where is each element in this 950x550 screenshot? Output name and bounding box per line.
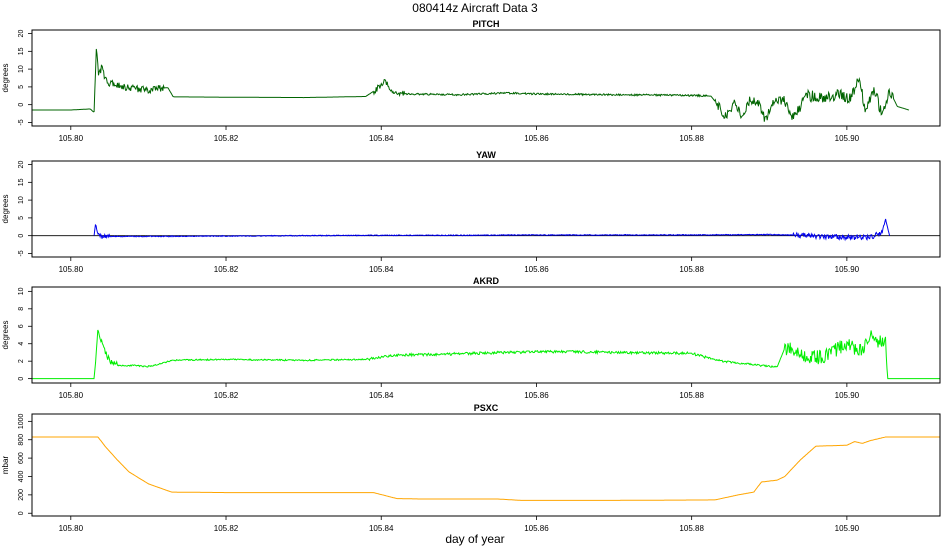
x-tick-label: 105.86	[524, 524, 549, 533]
x-tick-label: 105.90	[835, 391, 860, 400]
y-axis-label: degrees	[1, 195, 10, 224]
plot-frame	[31, 286, 941, 384]
x-tick-label: 105.80	[59, 265, 84, 274]
y-tick-label: 600	[18, 452, 25, 464]
plot-frame	[31, 160, 941, 258]
figure-title: 080414z Aircraft Data 3	[412, 1, 538, 15]
y-tick-label: 1000	[18, 413, 25, 429]
x-tick-label: 105.82	[214, 391, 239, 400]
y-tick-label: 0	[18, 103, 25, 107]
x-tick-label: 105.84	[369, 134, 394, 143]
series-line-yaw	[93, 218, 891, 242]
panel-title: PSXC	[474, 403, 499, 413]
series-line-akrd	[32, 329, 940, 380]
y-tick-label: 200	[18, 489, 25, 501]
chart-panel-psxc: PSXC mbar 0 200 400 600 800 1000 105.80 105.82 105…	[1, 403, 941, 533]
x-tick-label: 105.88	[679, 265, 704, 274]
x-axis-label: day of year	[445, 532, 504, 546]
y-tick-label: 8	[18, 307, 25, 311]
y-tick-label: 10	[18, 287, 25, 295]
series-line-psxc	[32, 436, 940, 501]
x-tick-label: 105.90	[835, 134, 860, 143]
y-tick-label: 400	[18, 471, 25, 483]
y-tick-label: 6	[18, 324, 25, 328]
x-tick-label: 105.88	[679, 134, 704, 143]
chart-panel-akrd: AKRD degrees 0 2 4 6 8 10 105.80 105.82 105.84 105.…	[1, 276, 941, 400]
x-tick-label: 105.80	[59, 134, 84, 143]
x-tick-label: 105.88	[679, 391, 704, 400]
x-tick-label: 105.86	[524, 265, 549, 274]
x-tick-label: 105.86	[524, 134, 549, 143]
y-tick-label: 10	[18, 65, 25, 73]
y-tick-label: -5	[18, 250, 25, 256]
y-tick-label: 15	[18, 47, 25, 55]
y-axis-label: degrees	[1, 321, 10, 350]
chart-panel-pitch: PITCH degrees -5 0 5 10 15 20 105.80 105.82 105.84…	[1, 19, 941, 143]
y-tick-label: 20	[18, 161, 25, 169]
y-axis-label: degrees	[1, 64, 10, 93]
x-tick-label: 105.82	[214, 524, 239, 533]
y-tick-label: 0	[18, 377, 25, 381]
panel-title: PITCH	[473, 19, 500, 29]
x-tick-label: 105.84	[369, 265, 394, 274]
plot-frame	[31, 413, 941, 517]
y-axis-label: mbar	[1, 456, 10, 475]
x-tick-label: 105.86	[524, 391, 549, 400]
plot-frame	[31, 29, 941, 127]
x-tick-label: 105.80	[59, 524, 84, 533]
x-tick-label: 105.84	[369, 391, 394, 400]
series-line-pitch	[32, 48, 910, 122]
y-tick-label: 2	[18, 359, 25, 363]
x-tick-label: 105.82	[214, 265, 239, 274]
chart-panel-yaw: YAW degrees -5 0 5 10 15 20 105.80 105.82 105.84 10…	[1, 150, 941, 274]
y-tick-label: 0	[18, 234, 25, 238]
x-tick-label: 105.90	[835, 524, 860, 533]
y-tick-label: 10	[18, 196, 25, 204]
y-tick-label: 20	[18, 30, 25, 38]
y-tick-label: 4	[18, 342, 25, 346]
x-tick-label: 105.80	[59, 391, 84, 400]
y-tick-label: 5	[18, 85, 25, 89]
x-tick-label: 105.90	[835, 265, 860, 274]
y-tick-label: -5	[18, 119, 25, 125]
y-tick-label: 0	[18, 511, 25, 515]
panel-title: YAW	[476, 150, 496, 160]
y-tick-label: 15	[18, 178, 25, 186]
x-tick-label: 105.88	[679, 524, 704, 533]
x-tick-label: 105.82	[214, 134, 239, 143]
panel-title: AKRD	[473, 276, 499, 286]
x-tick-label: 105.84	[369, 524, 394, 533]
y-tick-label: 800	[18, 434, 25, 446]
y-tick-label: 5	[18, 216, 25, 220]
